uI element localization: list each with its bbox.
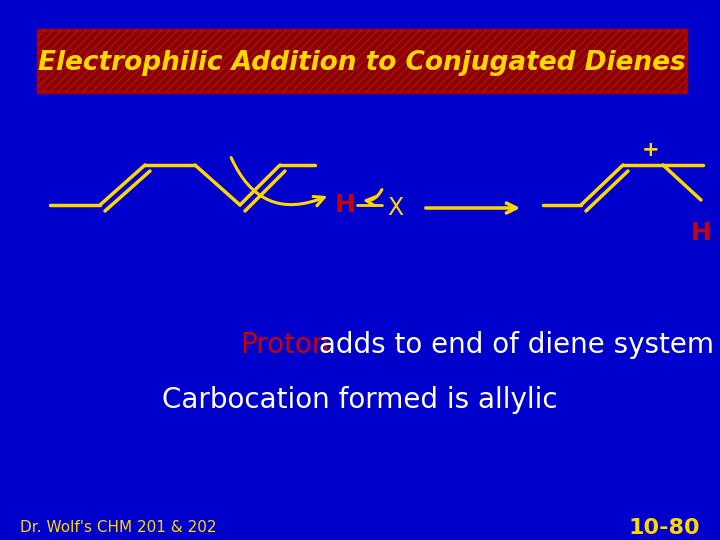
Bar (38, 30, 686, 92)
Text: Dr. Wolf's CHM 201 & 202: Dr. Wolf's CHM 201 & 202 (20, 521, 217, 536)
Text: X: X (387, 196, 403, 220)
Bar (38, 30, 686, 92)
FancyArrowPatch shape (366, 190, 382, 206)
Text: H: H (690, 221, 711, 245)
Text: +: + (642, 140, 660, 160)
Text: Carbocation formed is allylic: Carbocation formed is allylic (162, 386, 558, 414)
Text: 10-80: 10-80 (629, 518, 700, 538)
FancyArrowPatch shape (231, 158, 324, 206)
Text: H: H (335, 193, 356, 217)
Text: Proton: Proton (240, 331, 329, 359)
Text: Electrophilic Addition to Conjugated Dienes: Electrophilic Addition to Conjugated Die… (38, 50, 686, 76)
Text: adds to end of diene system: adds to end of diene system (310, 331, 714, 359)
